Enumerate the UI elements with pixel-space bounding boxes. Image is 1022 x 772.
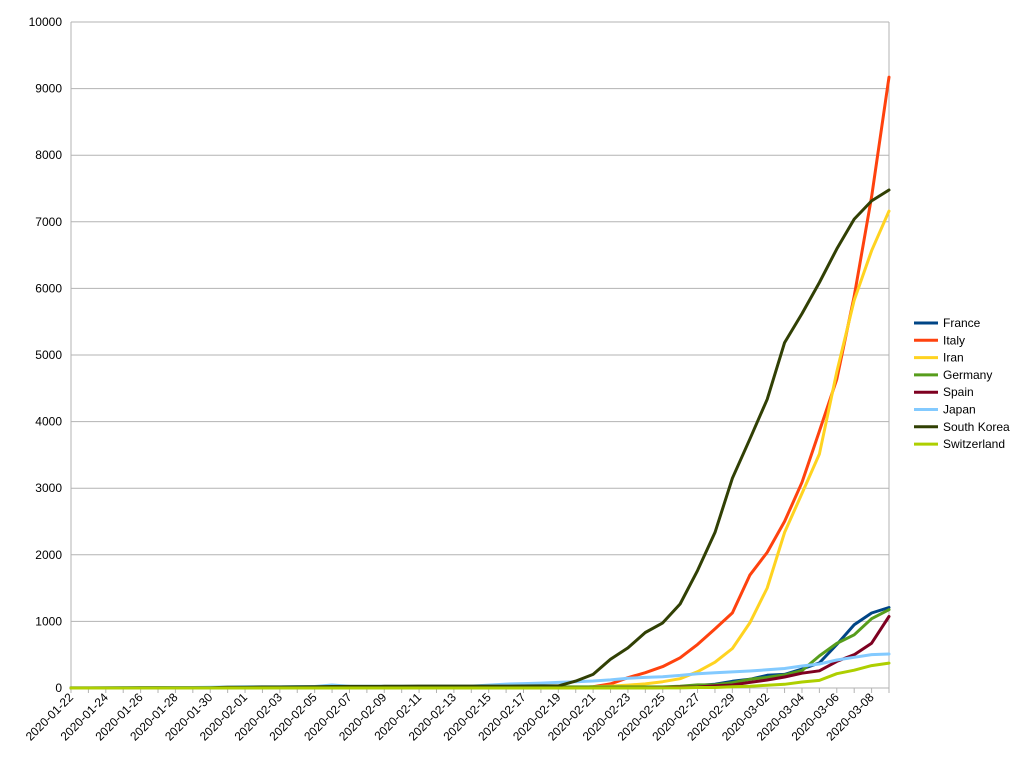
axes: 0 1000 2000 3000 4000 5000 6000 7000 8000 9000 100… xyxy=(23,15,890,744)
series-line-switzerland xyxy=(69,661,891,690)
y-tick-label: 10000 xyxy=(29,15,63,29)
legend-label: France xyxy=(943,316,981,330)
series-line-france xyxy=(69,606,891,690)
y-tick-label: 4000 xyxy=(35,415,62,429)
series-line-iran xyxy=(69,209,891,690)
y-tick-label: 6000 xyxy=(35,281,62,295)
y-tick-label: 9000 xyxy=(35,82,62,96)
legend-label: Japan xyxy=(943,403,976,417)
gridlines xyxy=(71,21,889,622)
legend-label: Germany xyxy=(943,368,992,382)
legend-label: South Korea xyxy=(943,420,1010,434)
legend-label: Italy xyxy=(943,333,965,347)
series-line-japan xyxy=(69,652,891,690)
y-tick-label: 0 xyxy=(55,681,62,695)
y-tick-label: 7000 xyxy=(35,215,62,229)
legend: France Italy Iran Germany Spain Japan South Ko… xyxy=(914,316,1010,451)
y-tick-label: 5000 xyxy=(35,348,62,362)
y-tick-label: 1000 xyxy=(35,614,62,628)
series-line-south-korea xyxy=(69,188,891,690)
y-tick-label: 8000 xyxy=(35,148,62,162)
legend-label: Iran xyxy=(943,351,964,365)
y-tick-label: 2000 xyxy=(35,548,62,562)
series-line-italy xyxy=(69,75,891,690)
series-lines xyxy=(69,75,891,690)
legend-label: Switzerland xyxy=(943,437,1005,451)
legend-label: Spain xyxy=(943,385,974,399)
y-tick-label: 3000 xyxy=(35,481,62,495)
